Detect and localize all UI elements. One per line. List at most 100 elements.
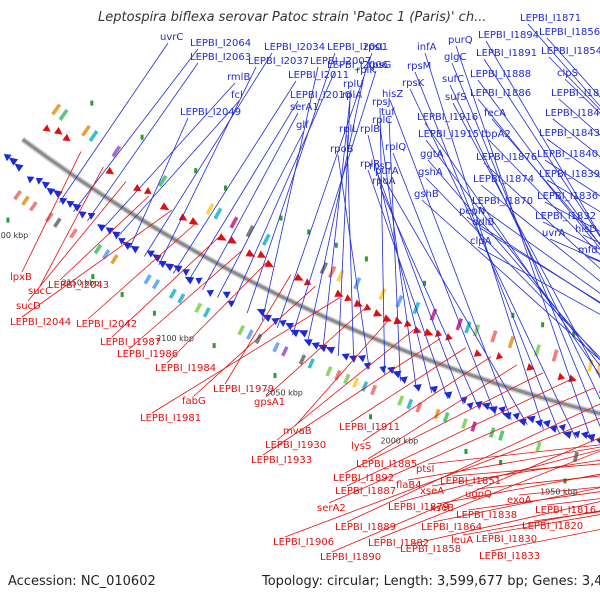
reverse-gene-label: LEPBI_I1864 — [421, 522, 482, 533]
cog-block-outer — [45, 212, 54, 223]
reverse-gene-arrow — [62, 133, 71, 142]
reverse-gene-arrow — [42, 124, 51, 132]
forward-leader-line — [367, 134, 433, 394]
cog-block-inner — [229, 216, 239, 229]
cog-block-outer — [21, 195, 30, 206]
reverse-gene-arrow — [344, 294, 352, 302]
forward-gene-label: LEPBI_I2006 — [327, 60, 388, 71]
reverse-leader-line — [262, 338, 441, 456]
cog-block-outer — [177, 293, 186, 304]
forward-leader-line — [379, 186, 480, 410]
forward-gene-arrow — [146, 250, 155, 258]
cog-block-inner — [534, 344, 542, 357]
forward-gene-arrow — [173, 265, 183, 273]
reverse-leader-line — [166, 262, 268, 364]
green-marker — [369, 414, 373, 420]
forward-gene-label: hisD — [575, 224, 597, 235]
green-marker — [140, 134, 144, 140]
cog-block-outer — [194, 302, 203, 314]
cog-block-outer — [110, 254, 119, 265]
cog-block-inner — [261, 233, 271, 246]
reverse-gene-arrow — [188, 217, 199, 225]
reverse-leader-line — [367, 364, 518, 460]
forward-gene-label: tbpA2 — [481, 129, 511, 140]
forward-gene-label: LEPBI_I2037 — [248, 56, 309, 67]
forward-gene-label: pepN — [459, 206, 485, 217]
cog-block-outer — [93, 243, 103, 255]
forward-gene-arrow — [289, 329, 300, 338]
reverse-gene-arrow — [54, 126, 63, 135]
green-marker — [541, 322, 545, 328]
forward-gene-arrow — [562, 431, 572, 439]
forward-gene-label: rmlB — [227, 72, 250, 83]
reverse-gene-arrow — [526, 363, 535, 371]
forward-gene-arrow — [311, 342, 320, 350]
green-marker — [120, 291, 124, 297]
forward-leader-line — [424, 52, 544, 430]
forward-gene-arrow — [87, 212, 96, 220]
reverse-leader-line — [399, 449, 600, 503]
green-marker — [152, 310, 156, 316]
forward-leader-line — [425, 139, 600, 367]
forward-leader-line — [451, 62, 600, 428]
forward-gene-label: hisZ — [382, 89, 403, 100]
reverse-gene-label: xseA — [420, 486, 444, 497]
reverse-gene-arrow — [413, 326, 422, 334]
forward-gene-arrow — [222, 291, 231, 299]
reverse-gene-label: LEPBI_I1979 — [213, 384, 274, 395]
cog-block-inner — [205, 202, 215, 216]
forward-leader-line — [87, 62, 199, 222]
green-marker — [224, 185, 228, 191]
reverse-gene-arrow — [373, 309, 383, 317]
forward-gene-arrow — [558, 423, 566, 432]
forward-gene-arrow — [46, 187, 56, 196]
reverse-leader-line — [284, 417, 600, 538]
forward-gene-arrow — [130, 245, 140, 254]
forward-gene-arrow — [41, 181, 51, 190]
forward-leader-line — [389, 99, 512, 420]
forward-leader-line — [307, 75, 365, 343]
forward-gene-label: glgC — [444, 52, 466, 63]
forward-leader-line — [143, 52, 273, 257]
forward-gene-arrow — [184, 276, 195, 285]
forward-leader-line — [546, 37, 600, 98]
forward-gene-label: LEPBI_I1848 — [545, 108, 600, 119]
reverse-gene-label: LEPBI_I1933 — [251, 455, 312, 466]
forward-gene-arrow — [580, 431, 589, 439]
forward-gene-arrow — [542, 419, 551, 428]
forward-leader-line — [231, 70, 336, 306]
reverse-leader-line — [462, 510, 600, 536]
forward-gene-arrow — [466, 402, 474, 410]
forward-gene-label: gshA — [418, 167, 443, 178]
forward-leader-line — [187, 100, 299, 282]
forward-gene-arrow — [182, 269, 190, 277]
ruler-tick-label: 2200 kbp — [0, 231, 28, 240]
forward-gene-arrow — [195, 277, 203, 285]
forward-gene-label: LEPBI_I1839 — [539, 169, 600, 180]
green-marker — [194, 168, 198, 174]
reverse-gene-arrow — [133, 183, 142, 192]
cog-block-outer — [488, 427, 496, 438]
forward-leader-line — [480, 184, 600, 282]
forward-gene-arrow — [66, 200, 75, 209]
forward-gene-label: LEPBI_I1888 — [470, 69, 531, 80]
cog-block-inner — [111, 145, 122, 158]
forward-gene-arrow — [348, 355, 358, 363]
forward-gene-arrow — [481, 402, 491, 411]
reverse-gene-label: LEPBI_I1830 — [476, 534, 537, 545]
green-marker — [464, 448, 468, 454]
cog-block-outer — [442, 411, 450, 423]
forward-gene-label: rplK — [356, 65, 376, 76]
reverse-gene-label: LEPBI_I1882 — [368, 538, 429, 549]
forward-leader-line — [491, 118, 600, 245]
forward-gene-arrow — [392, 370, 402, 379]
backbone-shadow — [20, 136, 600, 417]
forward-leader-line — [115, 100, 240, 240]
forward-gene-arrow — [526, 415, 536, 424]
reverse-gene-label: LEPBI_I1890 — [320, 552, 381, 563]
reverse-gene-arrow — [159, 202, 170, 211]
forward-gene-label: sufS — [445, 92, 466, 103]
forward-leader-line — [376, 171, 464, 405]
cog-block-outer — [29, 201, 38, 212]
